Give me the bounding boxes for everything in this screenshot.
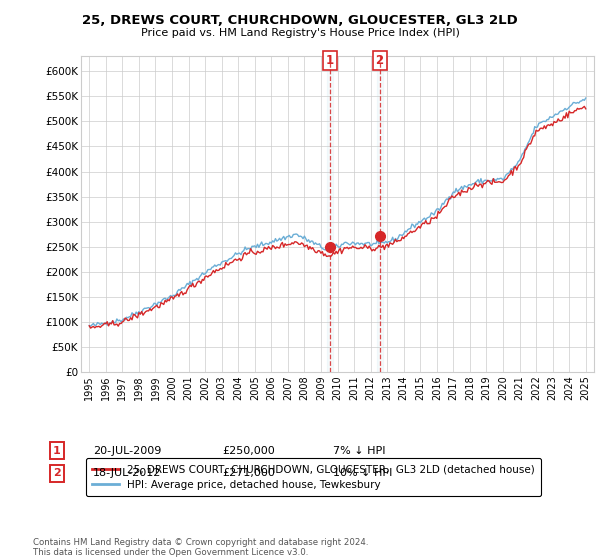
Text: Contains HM Land Registry data © Crown copyright and database right 2024.
This d: Contains HM Land Registry data © Crown c… xyxy=(33,538,368,557)
Text: 2: 2 xyxy=(53,468,61,478)
Text: £250,000: £250,000 xyxy=(222,446,275,456)
Text: 7% ↓ HPI: 7% ↓ HPI xyxy=(333,446,386,456)
Text: 18-JUL-2012: 18-JUL-2012 xyxy=(93,468,161,478)
Text: 2: 2 xyxy=(376,54,383,67)
Text: £271,000: £271,000 xyxy=(222,468,275,478)
Text: Price paid vs. HM Land Registry's House Price Index (HPI): Price paid vs. HM Land Registry's House … xyxy=(140,28,460,38)
Text: 1: 1 xyxy=(326,54,334,67)
Text: 20-JUL-2009: 20-JUL-2009 xyxy=(93,446,161,456)
Text: 1: 1 xyxy=(53,446,61,456)
Text: 25, DREWS COURT, CHURCHDOWN, GLOUCESTER, GL3 2LD: 25, DREWS COURT, CHURCHDOWN, GLOUCESTER,… xyxy=(82,14,518,27)
Legend: 25, DREWS COURT, CHURCHDOWN, GLOUCESTER,  GL3 2LD (detached house), HPI: Average: 25, DREWS COURT, CHURCHDOWN, GLOUCESTER,… xyxy=(86,458,541,496)
Text: 10% ↓ HPI: 10% ↓ HPI xyxy=(333,468,392,478)
Bar xyxy=(327,56,333,372)
Bar xyxy=(377,56,383,372)
